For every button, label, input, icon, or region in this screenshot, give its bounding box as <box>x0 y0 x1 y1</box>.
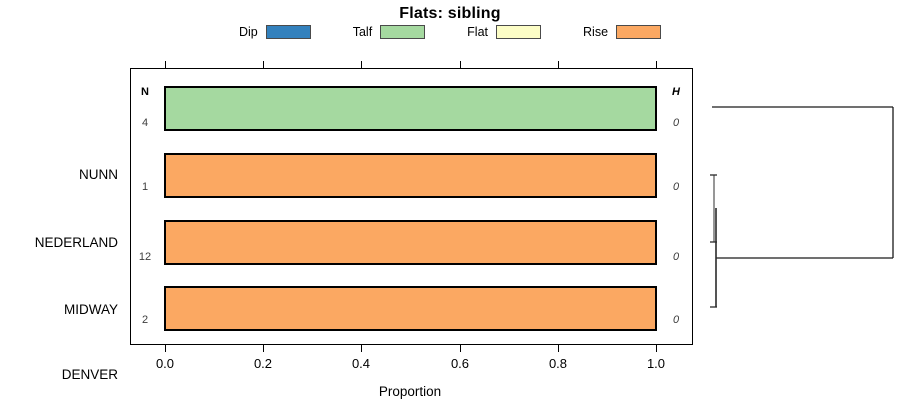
x-tick-bottom <box>263 345 264 352</box>
chart-title: Flats: sibling <box>399 5 501 22</box>
x-tick-bottom <box>165 345 166 352</box>
h-value: 0 <box>672 314 680 326</box>
bar-denver <box>164 286 657 331</box>
y-label-denver: DENVER <box>61 367 118 382</box>
h-column-header: H <box>672 86 680 98</box>
bar-midway <box>164 220 657 265</box>
y-label-nederland: NEDERLAND <box>34 235 118 250</box>
y-label-nunn: NUNN <box>79 167 118 182</box>
bar-nederland <box>164 153 657 198</box>
n-value: 1 <box>141 181 149 193</box>
x-tick-bottom <box>656 345 657 352</box>
x-tick-bottom <box>460 345 461 352</box>
x-tick-top <box>460 61 461 68</box>
legend-entry-dip: Dip <box>239 25 311 39</box>
plot-area: N H 4 1 12 2 0 0 0 0 <box>130 61 693 352</box>
legend-swatch-flat <box>496 25 542 39</box>
legend-swatch-dip <box>265 25 311 39</box>
legend-label-flat: Flat <box>467 25 489 39</box>
x-tick-bottom <box>361 345 362 352</box>
x-tick-top <box>263 61 264 68</box>
x-tick-top <box>558 61 559 68</box>
y-axis-labels: NUNN NEDERLAND MIDWAY DENVER <box>0 68 122 382</box>
legend-label-rise: Rise <box>583 25 609 39</box>
x-axis-tick-labels: 0.0 0.2 0.4 0.6 0.8 1.0 <box>130 356 693 372</box>
x-tick-bottom <box>558 345 559 352</box>
x-axis-title: Proportion <box>378 384 442 399</box>
legend: Dip Talf Flat Rise <box>0 25 900 39</box>
n-column-header: N <box>141 86 149 98</box>
legend-label-talf: Talf <box>352 25 373 39</box>
y-label-midway: MIDWAY <box>64 302 118 317</box>
x-tick-top <box>656 61 657 68</box>
x-tick-top <box>361 61 362 68</box>
h-value: 0 <box>672 251 680 263</box>
h-value: 0 <box>672 117 680 129</box>
x-tick-label: 0.8 <box>548 356 568 371</box>
x-tick-label: 0.2 <box>253 356 273 371</box>
x-tick-label: 0.0 <box>155 356 175 371</box>
legend-entry-flat: Flat <box>467 25 542 39</box>
legend-entry-talf: Talf <box>352 25 426 39</box>
x-tick-top <box>165 61 166 68</box>
legend-entry-rise: Rise <box>583 25 662 39</box>
legend-swatch-talf <box>380 25 426 39</box>
x-tick-label: 0.6 <box>450 356 470 371</box>
n-value: 4 <box>141 117 149 129</box>
h-value: 0 <box>672 181 680 193</box>
legend-label-dip: Dip <box>238 25 258 39</box>
x-tick-label: 1.0 <box>646 356 666 371</box>
x-tick-label: 0.4 <box>351 356 371 371</box>
legend-swatch-rise <box>616 25 662 39</box>
bar-nunn <box>164 86 657 131</box>
n-value: 12 <box>138 251 152 263</box>
n-value: 2 <box>141 314 149 326</box>
